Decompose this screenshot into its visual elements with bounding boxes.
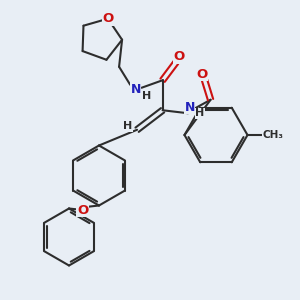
Text: H: H xyxy=(124,121,133,131)
Text: CH₃: CH₃ xyxy=(262,130,284,140)
Text: O: O xyxy=(196,68,207,81)
Text: N: N xyxy=(130,83,141,96)
Text: H: H xyxy=(142,91,151,101)
Text: O: O xyxy=(173,50,185,63)
Text: O: O xyxy=(102,12,113,25)
Text: N: N xyxy=(184,101,195,114)
Text: H: H xyxy=(196,108,205,118)
Text: O: O xyxy=(77,203,88,217)
